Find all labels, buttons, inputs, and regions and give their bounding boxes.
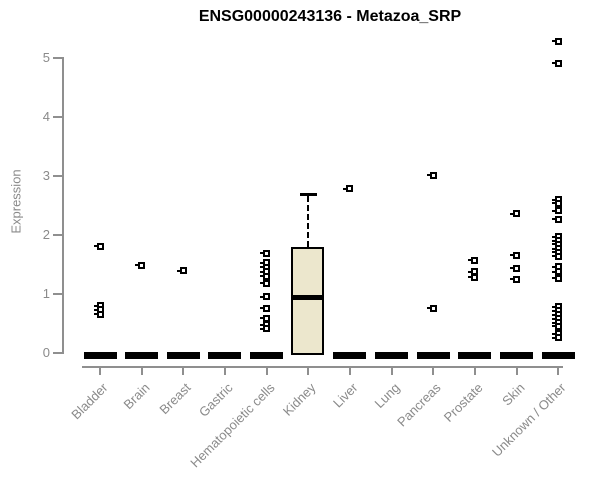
outlier-point (263, 325, 271, 333)
outlier-point (263, 279, 271, 287)
x-axis-tick (99, 368, 101, 375)
y-axis-tick (53, 293, 62, 295)
outlier-point (96, 310, 104, 318)
box-plot-zero-bar (375, 351, 409, 359)
box-plot-whisker-cap (300, 192, 318, 196)
x-axis-tick (473, 368, 476, 375)
y-tick-label: 2 (42, 227, 50, 242)
outlier-point (554, 274, 562, 282)
y-tick-label: 4 (42, 109, 50, 124)
box-plot-box (291, 246, 325, 355)
box-plot-zero-bar (250, 351, 284, 359)
y-tick-label: 3 (42, 168, 50, 183)
outlier-point (346, 185, 354, 193)
outlier-point (554, 199, 562, 207)
outlier-point (138, 261, 146, 269)
box-plot-zero-bar (541, 351, 575, 359)
box-plot-zero-bar (83, 351, 117, 359)
y-axis-tick (53, 116, 62, 118)
box-plot-median (291, 294, 325, 300)
x-axis-tick (140, 368, 143, 375)
y-axis-line (62, 57, 64, 354)
outlier-point (429, 171, 437, 179)
outlier-point (513, 210, 521, 218)
outlier-point (554, 252, 562, 260)
y-axis-tick (53, 352, 62, 354)
outlier-point (429, 304, 437, 312)
x-axis-tick (390, 368, 393, 375)
outlier-point (554, 322, 562, 330)
outlier-point (513, 251, 521, 259)
outlier-point (554, 334, 562, 342)
outlier-point (554, 207, 562, 215)
outlier-point (263, 293, 271, 301)
chart-title: ENSG00000243136 - Metazoa_SRP (198, 8, 462, 25)
box-plot-zero-bar (500, 351, 534, 359)
y-tick-label: 5 (42, 50, 50, 65)
outlier-point (263, 272, 271, 280)
y-tick-label: 0 (42, 345, 50, 360)
x-axis-tick (348, 368, 351, 375)
box-plot-zero-bar (208, 351, 242, 359)
x-axis-line (82, 366, 563, 368)
box-plot-zero-bar (166, 351, 200, 359)
outlier-point (471, 256, 479, 264)
box-plot-zero-bar (416, 351, 450, 359)
box-plot-whisker (307, 195, 310, 247)
outlier-point (554, 215, 562, 223)
x-axis-tick (515, 368, 518, 375)
x-axis-tick (557, 368, 560, 375)
y-axis-tick (53, 57, 62, 59)
x-axis-tick (182, 368, 185, 375)
outlier-point (96, 242, 104, 250)
outlier-point (263, 304, 271, 312)
y-axis-tick (53, 234, 62, 236)
x-axis-tick (223, 368, 226, 375)
x-axis-tick (265, 368, 268, 375)
outlier-point (554, 37, 562, 45)
outlier-point (513, 275, 521, 283)
x-axis-tick (432, 368, 435, 375)
box-plot-zero-bar (333, 351, 367, 359)
x-axis-tick (307, 368, 310, 375)
outlier-point (263, 249, 271, 257)
y-tick-label: 1 (42, 286, 50, 301)
y-axis-tick (53, 175, 62, 177)
outlier-point (471, 273, 479, 281)
box-plot-zero-bar (458, 351, 492, 359)
box-plot-zero-bar (125, 351, 159, 359)
outlier-point (513, 264, 521, 272)
outlier-point (179, 267, 187, 275)
outlier-point (554, 59, 562, 67)
